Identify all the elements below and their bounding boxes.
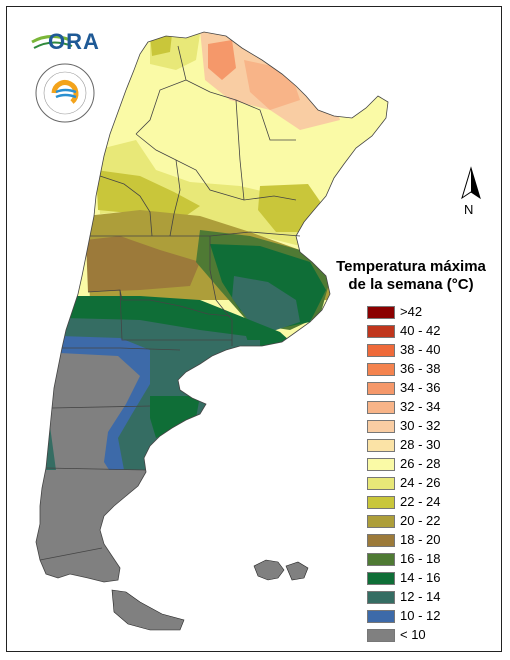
legend-swatch [367, 363, 395, 376]
legend-label: 12 - 14 [400, 589, 441, 604]
legend-swatch [367, 306, 395, 319]
legend-swatch [367, 591, 395, 604]
smn-seal-icon [35, 63, 95, 123]
legend-item: 34 - 36 [326, 379, 496, 398]
legend-swatch [367, 382, 395, 395]
legend-swatch [367, 344, 395, 357]
legend-item: 18 - 20 [326, 531, 496, 550]
legend-swatch [367, 439, 395, 452]
legend-swatch [367, 610, 395, 623]
ora-logo-text: ORA [48, 29, 100, 54]
legend-swatch [367, 572, 395, 585]
legend-label: 26 - 28 [400, 456, 441, 471]
legend: Temperatura máxima de la semana (°C) >42… [326, 258, 496, 645]
legend-label: 28 - 30 [400, 437, 441, 452]
legend-item: 28 - 30 [326, 436, 496, 455]
legend-item: 22 - 24 [326, 493, 496, 512]
legend-label: 10 - 12 [400, 608, 441, 623]
north-arrow: N [458, 166, 484, 220]
legend-swatch [367, 325, 395, 338]
map-frame [6, 6, 502, 652]
legend-label: 20 - 22 [400, 513, 441, 528]
legend-swatch [367, 401, 395, 414]
legend-swatch [367, 553, 395, 566]
legend-item: 26 - 28 [326, 455, 496, 474]
legend-item: 40 - 42 [326, 322, 496, 341]
legend-swatch [367, 420, 395, 433]
legend-label: >42 [400, 304, 423, 319]
legend-swatch [367, 515, 395, 528]
legend-label: 22 - 24 [400, 494, 441, 509]
north-arrow-icon [461, 166, 481, 200]
legend-label: 40 - 42 [400, 323, 441, 338]
legend-item: 20 - 22 [326, 512, 496, 531]
legend-label: 30 - 32 [400, 418, 441, 433]
legend-item: 16 - 18 [326, 550, 496, 569]
smn-logo [34, 62, 96, 124]
province-borders [35, 31, 389, 583]
legend-item: 38 - 40 [326, 341, 496, 360]
legend-item: 30 - 32 [326, 417, 496, 436]
legend-swatch [367, 534, 395, 547]
legend-label: < 10 [400, 627, 426, 642]
legend-label: 34 - 36 [400, 380, 441, 395]
legend-swatch [367, 477, 395, 490]
legend-label: 16 - 18 [400, 551, 441, 566]
legend-label: 32 - 34 [400, 399, 441, 414]
tierra-del-fuego [111, 589, 185, 631]
legend-title-line1: Temperatura máxima [336, 258, 486, 275]
legend-label: 24 - 26 [400, 475, 441, 490]
legend-label: 36 - 38 [400, 361, 441, 376]
legend-label: 14 - 16 [400, 570, 441, 585]
legend-label: 38 - 40 [400, 342, 441, 357]
legend-item: 14 - 16 [326, 569, 496, 588]
legend-item: 32 - 34 [326, 398, 496, 417]
legend-title-line2: de la semana (°C) [348, 276, 474, 293]
legend-item: < 10 [326, 626, 496, 645]
legend-swatch [367, 496, 395, 509]
legend-rows: >42 40 - 42 38 - 40 36 - 38 34 - 36 32 - 34 30… [326, 303, 496, 645]
legend-title: Temperatura máxima de la semana (°C) [326, 258, 496, 294]
legend-label: 18 - 20 [400, 532, 441, 547]
legend-item: 24 - 26 [326, 474, 496, 493]
malvinas-islands [253, 559, 309, 581]
legend-item: >42 [326, 303, 496, 322]
north-label: N [464, 202, 474, 217]
legend-item: 10 - 12 [326, 607, 496, 626]
ora-swoosh-icon [31, 35, 73, 49]
ora-logo: ORA [30, 24, 100, 60]
legend-swatch [367, 458, 395, 471]
legend-item: 12 - 14 [326, 588, 496, 607]
legend-item: 36 - 38 [326, 360, 496, 379]
legend-swatch [367, 629, 395, 642]
